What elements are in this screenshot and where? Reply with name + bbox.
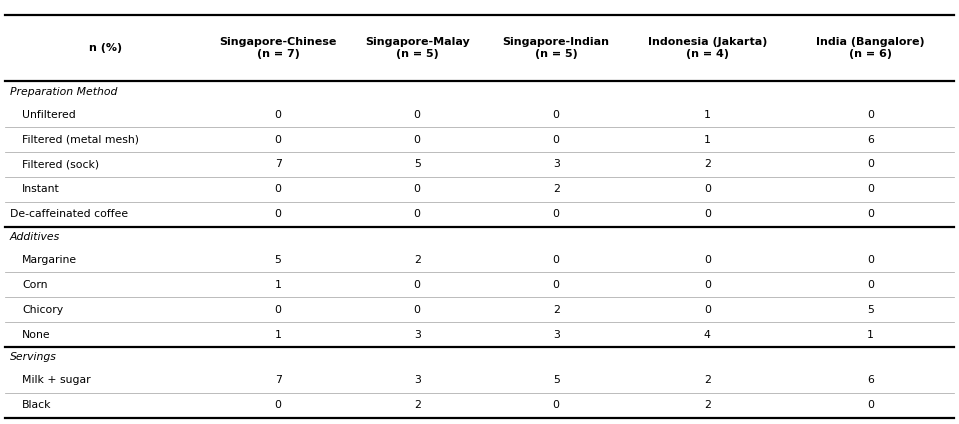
- Text: 0: 0: [552, 400, 560, 410]
- Text: 7: 7: [274, 159, 282, 170]
- Text: 0: 0: [867, 184, 874, 194]
- Text: 2: 2: [413, 400, 421, 410]
- Text: 3: 3: [413, 330, 421, 340]
- Text: Unfiltered: Unfiltered: [22, 109, 76, 120]
- Text: Filtered (sock): Filtered (sock): [22, 159, 99, 170]
- Text: Black: Black: [22, 400, 52, 410]
- Text: 0: 0: [867, 280, 874, 290]
- Text: Instant: Instant: [22, 184, 59, 194]
- Text: 0: 0: [413, 134, 421, 145]
- Text: 1: 1: [704, 134, 711, 145]
- Text: 2: 2: [704, 159, 711, 170]
- Text: 0: 0: [552, 134, 560, 145]
- Text: 0: 0: [552, 280, 560, 290]
- Text: Chicory: Chicory: [22, 305, 63, 315]
- Text: 5: 5: [552, 375, 560, 385]
- Text: Additives: Additives: [10, 232, 59, 242]
- Text: None: None: [22, 330, 51, 340]
- Text: 0: 0: [704, 255, 711, 265]
- Text: 6: 6: [867, 375, 874, 385]
- Text: 0: 0: [867, 400, 874, 410]
- Text: 0: 0: [274, 305, 282, 315]
- Text: 0: 0: [704, 305, 711, 315]
- Text: 2: 2: [552, 184, 560, 194]
- Text: Singapore-Indian
(n = 5): Singapore-Indian (n = 5): [503, 37, 610, 59]
- Text: De-caffeinated coffee: De-caffeinated coffee: [10, 209, 128, 219]
- Text: 0: 0: [413, 305, 421, 315]
- Text: Milk + sugar: Milk + sugar: [22, 375, 91, 385]
- Text: Corn: Corn: [22, 280, 48, 290]
- Text: 0: 0: [274, 184, 282, 194]
- Text: 0: 0: [413, 109, 421, 120]
- Text: 1: 1: [867, 330, 874, 340]
- Text: 5: 5: [867, 305, 874, 315]
- Text: 0: 0: [552, 209, 560, 219]
- Text: Preparation Method: Preparation Method: [10, 87, 117, 97]
- Text: 0: 0: [867, 109, 874, 120]
- Text: 0: 0: [413, 280, 421, 290]
- Text: 5: 5: [413, 159, 421, 170]
- Text: 2: 2: [704, 400, 711, 410]
- Text: 0: 0: [867, 255, 874, 265]
- Text: 0: 0: [274, 134, 282, 145]
- Text: 3: 3: [413, 375, 421, 385]
- Text: Margarine: Margarine: [22, 255, 77, 265]
- Text: Filtered (metal mesh): Filtered (metal mesh): [22, 134, 139, 145]
- Text: 3: 3: [552, 330, 560, 340]
- Text: 6: 6: [867, 134, 874, 145]
- Text: India (Bangalore)
(n = 6): India (Bangalore) (n = 6): [816, 37, 924, 59]
- Text: 1: 1: [274, 280, 282, 290]
- Text: 7: 7: [274, 375, 282, 385]
- Text: 5: 5: [274, 255, 282, 265]
- Text: Indonesia (Jakarta)
(n = 4): Indonesia (Jakarta) (n = 4): [647, 37, 767, 59]
- Text: 0: 0: [552, 109, 560, 120]
- Text: 0: 0: [274, 109, 282, 120]
- Text: 0: 0: [552, 255, 560, 265]
- Text: 1: 1: [704, 109, 711, 120]
- Text: 0: 0: [867, 209, 874, 219]
- Text: Servings: Servings: [10, 352, 57, 363]
- Text: 0: 0: [867, 159, 874, 170]
- Text: 0: 0: [274, 400, 282, 410]
- Text: 0: 0: [413, 184, 421, 194]
- Text: 1: 1: [274, 330, 282, 340]
- Text: 2: 2: [704, 375, 711, 385]
- Text: Singapore-Chinese
(n = 7): Singapore-Chinese (n = 7): [220, 37, 337, 59]
- Text: Singapore-Malay
(n = 5): Singapore-Malay (n = 5): [364, 37, 470, 59]
- Text: 3: 3: [552, 159, 560, 170]
- Text: 0: 0: [704, 209, 711, 219]
- Text: 0: 0: [413, 209, 421, 219]
- Text: n (%): n (%): [89, 43, 122, 53]
- Text: 4: 4: [704, 330, 711, 340]
- Text: 2: 2: [552, 305, 560, 315]
- Text: 0: 0: [274, 209, 282, 219]
- Text: 0: 0: [704, 184, 711, 194]
- Text: 0: 0: [704, 280, 711, 290]
- Text: 2: 2: [413, 255, 421, 265]
